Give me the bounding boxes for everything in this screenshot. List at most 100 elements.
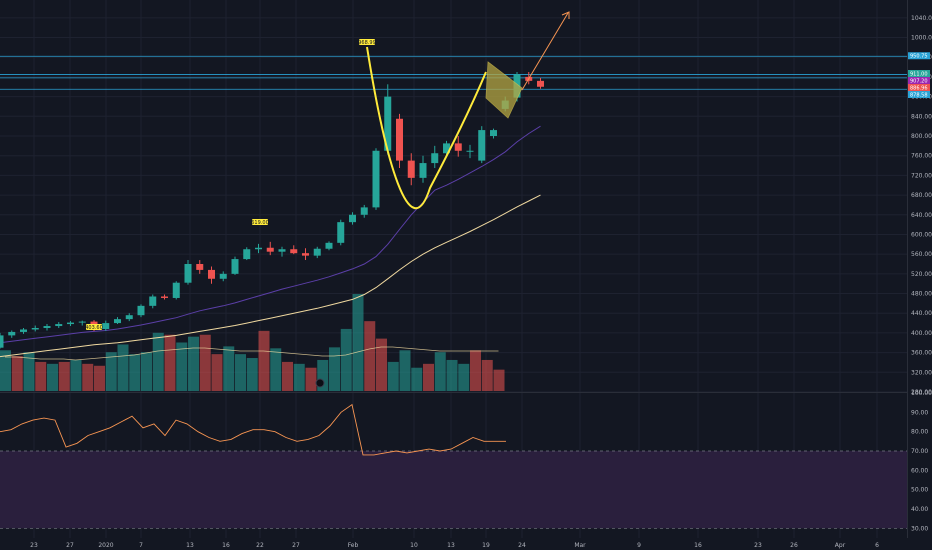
price-label-4: 886.96 <box>910 86 928 92</box>
x-tick-label: 16 <box>694 542 702 549</box>
volume-bar <box>82 363 94 391</box>
volume-bar <box>411 367 423 391</box>
y-tick-label: 400.00 <box>911 330 932 337</box>
y-tick-label: 360.00 <box>911 350 932 357</box>
volume-bar <box>364 321 376 391</box>
candle <box>137 305 145 316</box>
x-tick-label: 23 <box>754 542 762 549</box>
y-tick-label: 760.00 <box>911 153 932 160</box>
volume-bar <box>434 352 446 391</box>
candle <box>443 143 450 154</box>
volume-bar <box>270 348 282 391</box>
volume-bar <box>305 367 317 391</box>
volume-bar <box>152 332 164 391</box>
y-tick-label: 680.00 <box>911 192 932 199</box>
volume-bar <box>446 359 458 391</box>
rsi-line <box>0 403 506 456</box>
candle <box>31 328 39 330</box>
volume-bar <box>481 359 493 391</box>
candle <box>125 315 133 320</box>
candle <box>55 324 63 327</box>
x-tick-label: 13 <box>447 542 455 549</box>
volume-bar <box>282 361 293 391</box>
candle <box>466 150 474 152</box>
candle <box>172 282 180 298</box>
volume-bar <box>317 359 329 391</box>
price-label-5-bg <box>908 91 930 98</box>
rsi-tick-label: 30.00 <box>911 525 928 532</box>
price-label-2-bg <box>908 70 930 77</box>
x-tick-label: 16 <box>222 542 230 549</box>
volume-bar <box>493 369 505 391</box>
volume-bar <box>70 359 82 391</box>
candle <box>266 247 274 252</box>
x-tick-label: 26 <box>790 542 798 549</box>
candle <box>231 259 239 274</box>
moving-average-slow <box>0 194 541 358</box>
volume-bar <box>0 350 11 391</box>
volume-bar <box>164 334 176 391</box>
candle <box>490 130 497 136</box>
volume-bar <box>141 352 152 391</box>
y-tick-label: 600.00 <box>911 231 932 238</box>
candle <box>302 253 309 256</box>
x-tick-label: Mar <box>574 542 586 549</box>
candle <box>537 80 544 87</box>
candle <box>419 163 427 178</box>
candle <box>149 296 157 306</box>
moving-average-fast <box>0 125 541 344</box>
candle <box>478 130 486 161</box>
candle <box>67 322 74 325</box>
volume-bar <box>94 365 105 391</box>
candle <box>243 249 251 260</box>
x-tick-label: 9 <box>637 542 641 549</box>
candle <box>360 207 368 215</box>
price-label-3: 907.20 <box>910 79 928 85</box>
y-tick-label: 720.00 <box>911 172 932 179</box>
y-tick-label: 440.00 <box>911 310 932 317</box>
volume-bar <box>223 346 235 391</box>
y-tick-label: 280.00 <box>911 389 932 396</box>
rsi-tick-label: 80.00 <box>911 429 928 436</box>
peak-price-badge-bg <box>359 39 375 45</box>
cup-pattern-curve <box>366 46 487 210</box>
candle <box>313 248 321 256</box>
candle <box>372 150 380 208</box>
y-tick-label: 320.00 <box>911 369 932 376</box>
y-tick-label: 1040.00 <box>911 15 932 22</box>
volume-bar <box>399 350 411 391</box>
candle <box>78 321 86 323</box>
y-tick-label: 640.00 <box>911 212 932 219</box>
candle <box>20 329 27 332</box>
volume-bar <box>211 354 223 391</box>
rsi-tick-label: 70.00 <box>911 448 928 455</box>
volume-bar <box>376 338 387 391</box>
rsi-tick-label: 100.00 <box>911 390 932 397</box>
peak-price-badge: 968.99 <box>358 40 376 46</box>
volume-bar <box>293 363 305 391</box>
x-tick-label: 13 <box>186 542 194 549</box>
event-marker-icon <box>315 378 325 388</box>
volume-bar <box>35 361 47 391</box>
price-label-5: 878.58 <box>910 93 928 99</box>
candle <box>349 214 356 223</box>
candle <box>196 264 204 270</box>
volume-bar <box>387 361 399 391</box>
candle <box>255 247 262 250</box>
candle <box>396 118 403 161</box>
x-tick-label: 19 <box>482 542 490 549</box>
volume-bar <box>423 363 434 391</box>
low-price-badge: 403.60 <box>85 325 103 331</box>
projection-arrow <box>521 12 569 91</box>
volume-bar <box>246 358 258 391</box>
volume-bar <box>11 356 23 391</box>
volume-bar <box>199 334 211 391</box>
y-tick-label: 520.00 <box>911 271 932 278</box>
flag-pattern <box>485 61 523 119</box>
volume-bar <box>470 350 481 391</box>
x-tick-label: Apr <box>835 542 846 549</box>
y-tick-label: 1000.00 <box>911 35 932 42</box>
candle <box>208 269 215 279</box>
